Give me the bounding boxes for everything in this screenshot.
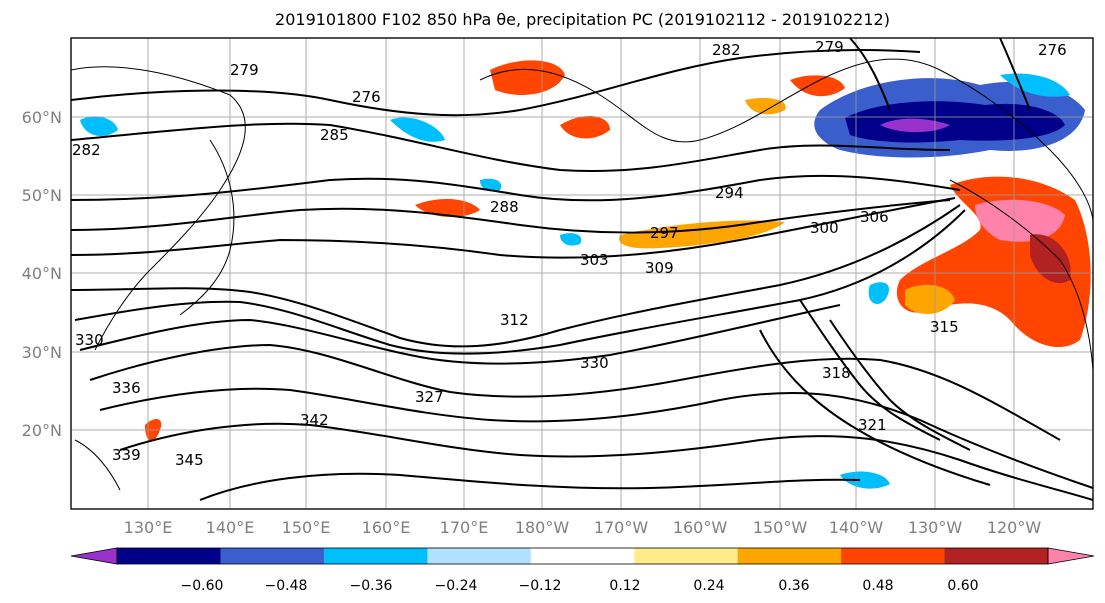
contour-label: 321 [858, 416, 887, 434]
contour-label: 318 [822, 364, 851, 382]
colorbar-segment [323, 548, 428, 564]
contour-labels: 279 276 285 282 288 294 297 303 309 300 … [72, 38, 1067, 469]
colorbar-tick: 0.48 [862, 578, 893, 594]
colorbar-ticks: −0.60 −0.48 −0.36 −0.24 −0.12 0.12 0.24 … [181, 578, 979, 594]
theta-e-contours [70, 37, 1094, 501]
contour-label: 288 [490, 198, 519, 216]
colorbar-tick: 0.60 [947, 578, 978, 594]
lon-label: 160°W [673, 518, 728, 537]
contour-label: 276 [1038, 41, 1067, 59]
contour-label: 297 [650, 224, 679, 242]
contour-label: 315 [930, 318, 959, 336]
contour-label: 282 [72, 141, 101, 159]
colorbar-frame [116, 547, 1049, 565]
colorbar-segment [117, 548, 221, 564]
contour-label: 303 [580, 251, 609, 269]
lon-label: 160°E [362, 518, 411, 537]
contour-label: 327 [415, 388, 444, 406]
contour-label: 285 [320, 126, 349, 144]
colorbar-tick: −0.36 [350, 578, 393, 594]
lat-label: 50°N [22, 186, 62, 205]
colorbar-tick: 0.24 [693, 578, 724, 594]
lon-label: 120°W [987, 518, 1042, 537]
colorbar-segment [427, 548, 532, 564]
contour-label: 279 [815, 38, 844, 56]
colorbar-segment [530, 548, 635, 564]
colorbar-segment [944, 548, 1049, 564]
contour-label: 312 [500, 311, 529, 329]
lon-label: 180°W [515, 518, 570, 537]
longitude-labels: 130°E 140°E 150°E 160°E 170°E 180°W 170°… [124, 518, 1042, 537]
colorbar-segment [841, 548, 946, 564]
map-title: 2019101800 F102 850 hPa θe, precipitatio… [275, 10, 890, 29]
contour-label: 294 [715, 184, 744, 202]
lon-label: 130°E [124, 518, 173, 537]
contour-label: 282 [712, 41, 741, 59]
graticule [71, 38, 1093, 509]
lat-label: 60°N [22, 108, 62, 127]
contour-label: 336 [112, 379, 141, 397]
lon-label: 140°W [829, 518, 884, 537]
lat-label: 40°N [22, 264, 62, 283]
colorbar-segment [634, 548, 739, 564]
precip-shading [80, 60, 1091, 489]
contour-label: 342 [300, 411, 329, 429]
colorbar-tick: 0.12 [609, 578, 640, 594]
lon-label: 140°E [206, 518, 255, 537]
contour-label: 306 [860, 208, 889, 226]
negative-precip-min [880, 118, 950, 133]
colorbar-tick: −0.60 [181, 578, 224, 594]
contour-label: 309 [645, 259, 674, 277]
latitude-labels: 60°N 50°N 40°N 30°N 20°N [22, 108, 62, 440]
lon-label: 150°E [282, 518, 331, 537]
colorbar-tick: −0.24 [435, 578, 478, 594]
colorbar-tick: −0.12 [519, 578, 562, 594]
lon-label: 170°W [594, 518, 649, 537]
contour-label: 300 [810, 219, 839, 237]
lon-label: 170°E [440, 518, 489, 537]
lat-label: 20°N [22, 421, 62, 440]
contour-label: 279 [230, 61, 259, 79]
contour-label: 345 [175, 451, 204, 469]
coastlines [70, 58, 1094, 491]
contour-label: 276 [352, 88, 381, 106]
colorbar-extend-high [1047, 547, 1095, 565]
contour-label: 339 [112, 446, 141, 464]
lon-label: 150°W [753, 518, 808, 537]
colorbar [70, 547, 1095, 565]
contour-label: 330 [580, 354, 609, 372]
colorbar-tick: −0.48 [265, 578, 308, 594]
colorbar-segment [220, 548, 325, 564]
lat-label: 30°N [22, 343, 62, 362]
colorbar-tick: 0.36 [778, 578, 809, 594]
colorbar-segment [737, 548, 842, 564]
negative-precip-core [845, 101, 1065, 143]
colorbar-extend-low [70, 547, 118, 565]
map-plot-area: 279 276 285 282 288 294 297 303 309 300 … [70, 37, 1094, 510]
contour-label: 330 [75, 331, 104, 349]
lon-label: 130°W [908, 518, 963, 537]
